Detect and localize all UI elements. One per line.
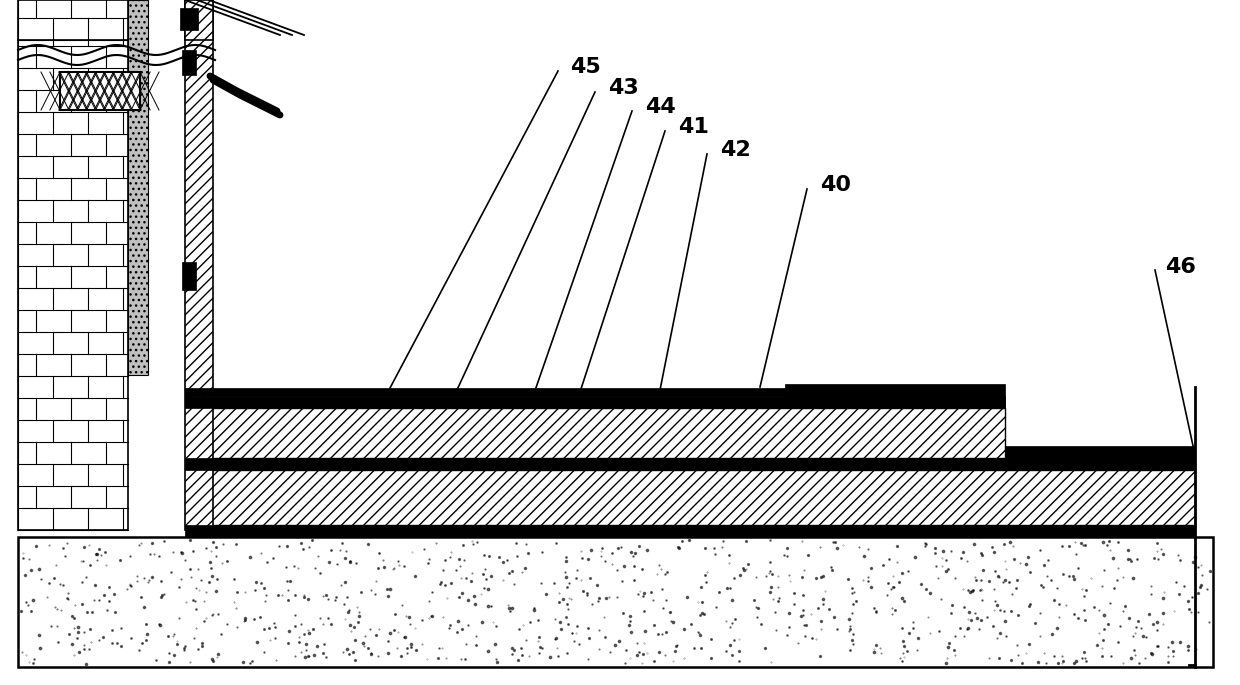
Bar bbox=[128, 0, 148, 375]
Bar bbox=[185, 470, 1195, 525]
Bar bbox=[185, 458, 1195, 470]
Bar bbox=[185, 388, 785, 396]
Bar bbox=[185, 0, 213, 530]
Text: 45: 45 bbox=[570, 57, 600, 77]
Bar bbox=[185, 525, 1195, 537]
Bar bbox=[60, 72, 140, 110]
Bar bbox=[185, 0, 213, 40]
Bar bbox=[182, 50, 196, 75]
Bar bbox=[182, 262, 196, 290]
Text: 44: 44 bbox=[645, 97, 676, 117]
Text: 42: 42 bbox=[720, 140, 750, 160]
Bar bbox=[19, 0, 128, 40]
Bar bbox=[19, 40, 128, 530]
Text: 43: 43 bbox=[608, 78, 639, 98]
Bar bbox=[785, 388, 805, 396]
Bar bbox=[185, 408, 1004, 458]
Bar bbox=[180, 8, 198, 30]
Text: 40: 40 bbox=[820, 175, 851, 195]
Text: 41: 41 bbox=[678, 117, 709, 137]
Bar bbox=[185, 396, 1004, 408]
Bar bbox=[148, 0, 185, 530]
Bar bbox=[785, 384, 1004, 408]
Bar bbox=[19, 537, 1213, 667]
Bar bbox=[1004, 446, 1195, 470]
Text: 46: 46 bbox=[1166, 257, 1195, 277]
